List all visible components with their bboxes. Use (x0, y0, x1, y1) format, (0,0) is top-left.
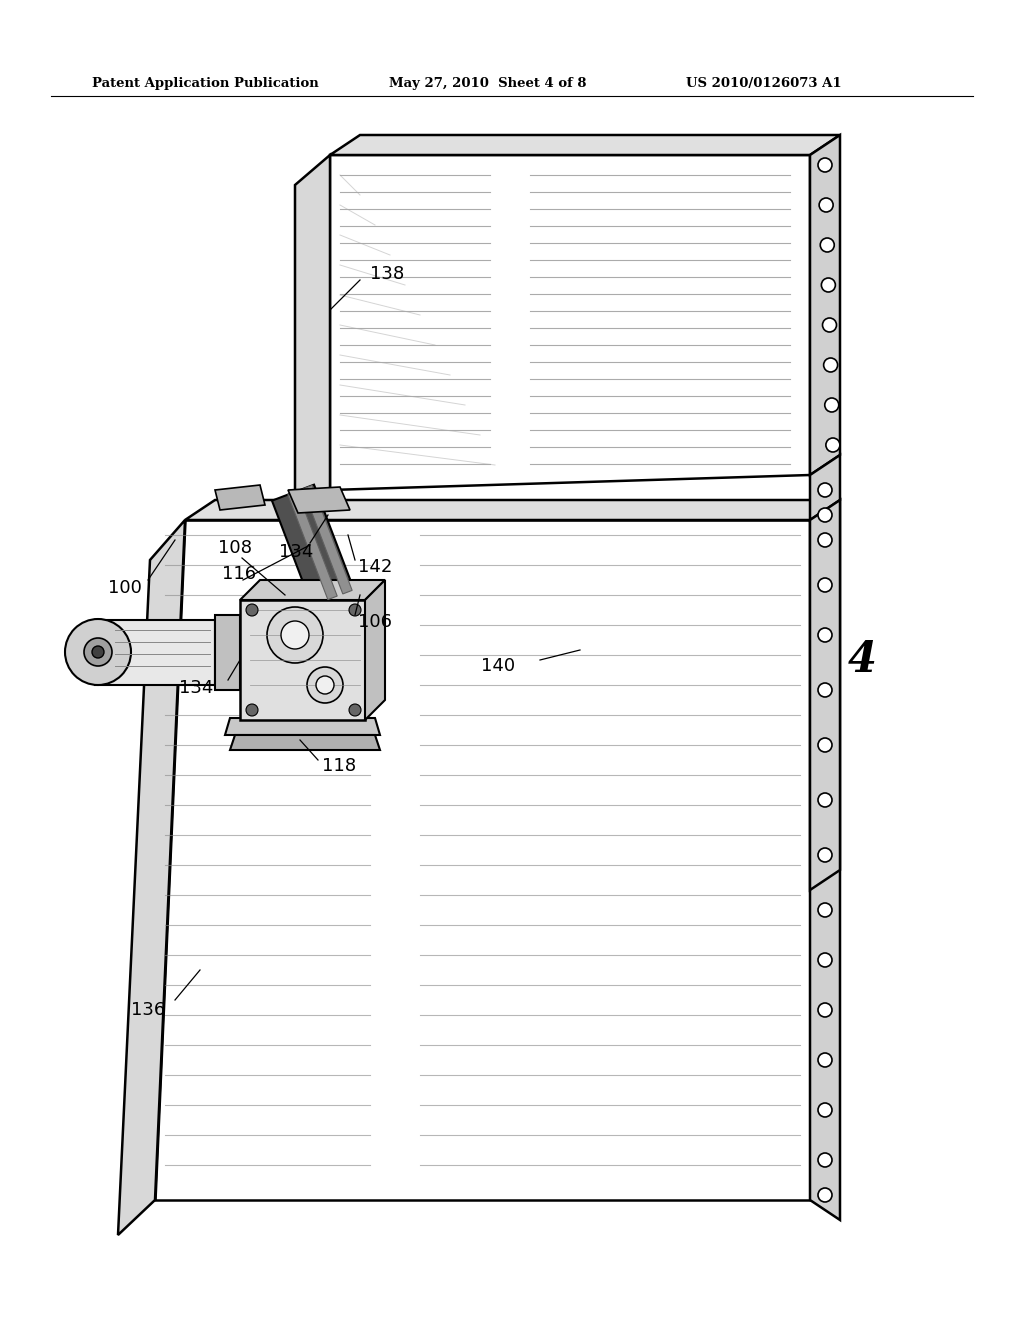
Text: FIG. 4: FIG. 4 (737, 639, 879, 681)
Circle shape (65, 619, 131, 685)
Circle shape (818, 1152, 831, 1167)
Polygon shape (272, 484, 354, 606)
Circle shape (823, 358, 838, 372)
Polygon shape (810, 500, 840, 1220)
Text: US 2010/0126073 A1: US 2010/0126073 A1 (686, 77, 842, 90)
Text: Patent Application Publication: Patent Application Publication (92, 77, 318, 90)
Polygon shape (240, 601, 365, 719)
Circle shape (316, 676, 334, 694)
Circle shape (818, 682, 831, 697)
Polygon shape (810, 455, 840, 520)
Polygon shape (330, 135, 840, 154)
Circle shape (281, 620, 309, 649)
Text: 100: 100 (108, 579, 142, 597)
Circle shape (821, 279, 836, 292)
Polygon shape (185, 500, 840, 520)
Circle shape (818, 533, 831, 546)
Polygon shape (288, 491, 337, 599)
Circle shape (818, 1104, 831, 1117)
Circle shape (824, 399, 839, 412)
Circle shape (818, 793, 831, 807)
Polygon shape (118, 520, 185, 1236)
Polygon shape (365, 579, 385, 719)
Circle shape (307, 667, 343, 704)
Circle shape (267, 607, 323, 663)
Circle shape (818, 508, 831, 521)
Polygon shape (810, 135, 840, 475)
Text: 134: 134 (279, 543, 313, 561)
Circle shape (818, 903, 831, 917)
Polygon shape (240, 579, 385, 601)
Polygon shape (215, 615, 240, 690)
Polygon shape (810, 500, 840, 890)
Text: 134: 134 (179, 678, 213, 697)
Polygon shape (230, 735, 380, 750)
Circle shape (349, 605, 361, 616)
Text: May 27, 2010  Sheet 4 of 8: May 27, 2010 Sheet 4 of 8 (389, 77, 587, 90)
Text: 140: 140 (481, 657, 515, 675)
Text: 138: 138 (370, 265, 404, 282)
Circle shape (246, 704, 258, 715)
Circle shape (92, 645, 104, 657)
Polygon shape (95, 620, 215, 685)
Circle shape (818, 1188, 831, 1203)
Polygon shape (225, 718, 380, 735)
Circle shape (819, 198, 834, 213)
Circle shape (818, 738, 831, 752)
Circle shape (246, 605, 258, 616)
Polygon shape (303, 486, 352, 594)
Circle shape (818, 953, 831, 968)
Polygon shape (215, 484, 265, 510)
Circle shape (822, 318, 837, 333)
Text: 142: 142 (358, 558, 392, 576)
Polygon shape (330, 154, 810, 490)
Text: 108: 108 (218, 539, 252, 557)
Circle shape (826, 438, 840, 451)
Circle shape (820, 238, 835, 252)
Circle shape (84, 638, 112, 667)
Circle shape (818, 483, 831, 498)
Text: 106: 106 (358, 612, 392, 631)
Circle shape (818, 628, 831, 642)
Text: 116: 116 (222, 565, 256, 583)
Polygon shape (288, 487, 350, 513)
Circle shape (818, 578, 831, 591)
Circle shape (818, 847, 831, 862)
Circle shape (818, 1053, 831, 1067)
Polygon shape (155, 520, 810, 1200)
Text: 118: 118 (322, 756, 356, 775)
Circle shape (818, 158, 831, 172)
Circle shape (818, 1003, 831, 1016)
Polygon shape (295, 154, 330, 520)
Circle shape (349, 704, 361, 715)
Text: 136: 136 (131, 1001, 165, 1019)
